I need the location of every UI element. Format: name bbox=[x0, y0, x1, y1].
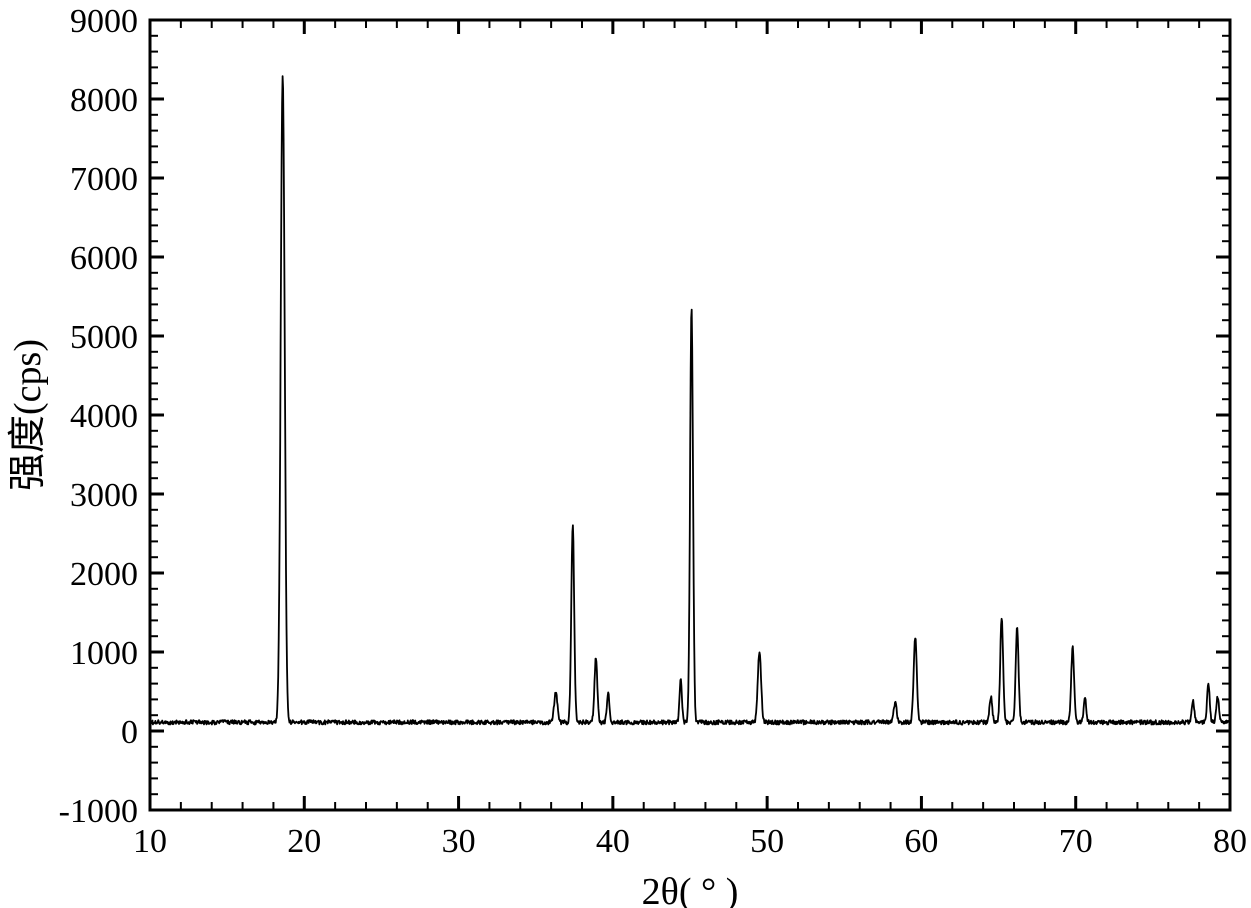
y-tick-label: -1000 bbox=[59, 793, 138, 830]
y-tick-label: 7000 bbox=[70, 161, 138, 198]
x-tick-label: 40 bbox=[596, 823, 630, 860]
y-tick-label: 1000 bbox=[70, 635, 138, 672]
xrd-chart: 10 20 30 40 50 60 70 80 -1000 0 1000 2000 3000 4000 50… bbox=[0, 0, 1251, 908]
y-tick-label: 2000 bbox=[70, 556, 138, 593]
x-tick-label: 50 bbox=[750, 823, 784, 860]
x-tick-label: 70 bbox=[1059, 823, 1093, 860]
x-tick-label: 20 bbox=[287, 823, 321, 860]
y-tick-label: 4000 bbox=[70, 398, 138, 435]
y-tick-label: 8000 bbox=[70, 82, 138, 119]
x-tick-label: 80 bbox=[1213, 823, 1247, 860]
y-tick-label: 3000 bbox=[70, 477, 138, 514]
x-tick-label: 60 bbox=[904, 823, 938, 860]
y-axis-label: 强度(cps) bbox=[7, 339, 49, 491]
y-tick-label: 0 bbox=[121, 714, 138, 751]
x-tick-label: 10 bbox=[133, 823, 167, 860]
x-tick-label: 30 bbox=[442, 823, 476, 860]
y-tick-label: 6000 bbox=[70, 240, 138, 277]
y-tick-label: 5000 bbox=[70, 319, 138, 356]
x-axis-label: 2θ( ° ) bbox=[642, 871, 739, 908]
y-tick-label: 9000 bbox=[70, 3, 138, 40]
